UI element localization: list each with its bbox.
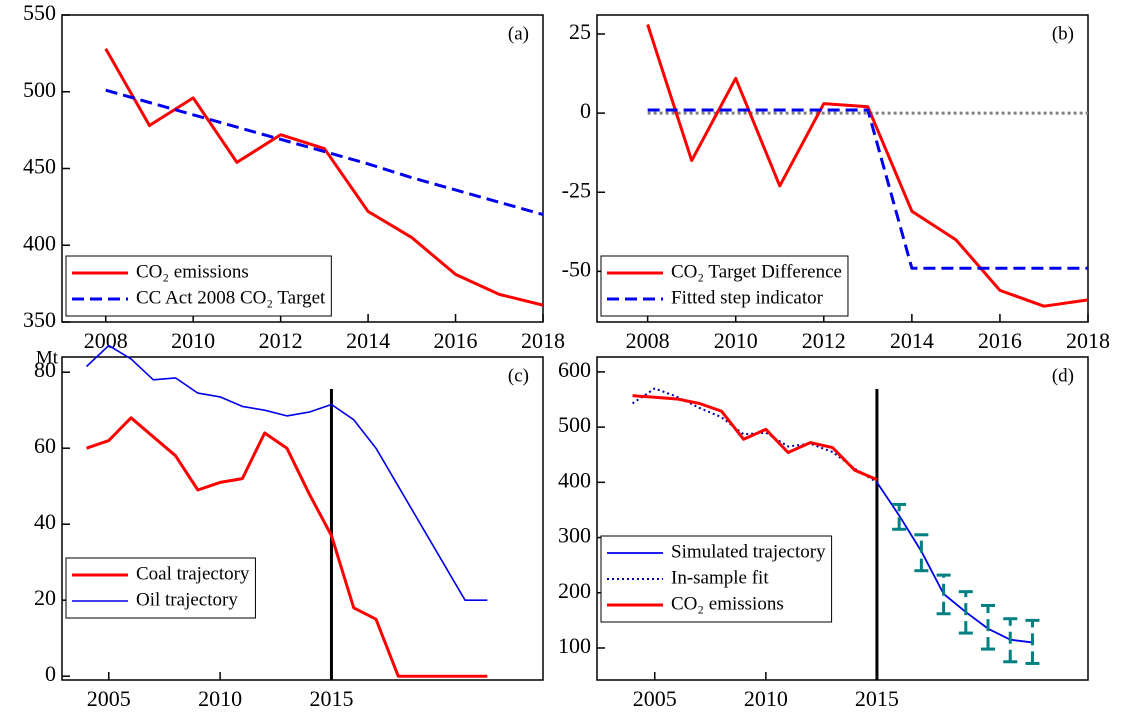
legend-frame [600,535,833,623]
x-tick-label: 2016 [978,328,1022,353]
x-tick-label: 2010 [198,686,242,711]
panel: 2005 2010 2015 100 200 300 400 500 600 (d) [558,356,1089,711]
panel: 2008 2010 2012 2014 2016 2018350400450500550(… [23,0,565,353]
plot-frame [596,356,1089,681]
x-tick-label: 2008 [626,328,670,353]
series-line [632,394,878,481]
legend: Simulated trajectory In-sample fit CO₂ emi… [600,535,833,623]
series-line [876,481,1033,644]
y-tick-label: 20 [34,585,56,610]
legend-label: Fitted step indicator [671,287,824,308]
x-tick-label: 2015 [309,686,353,711]
y-tick-label: 0 [45,661,56,686]
y-tick-label: -50 [562,256,591,281]
y-tick-label: 300 [558,523,591,548]
x-tick-label: 2010 [171,328,215,353]
legend: CO₂ emissions CC Act 2008 CO₂ Target [65,255,332,317]
x-tick-label: 2014 [890,328,934,353]
x-tick-label: 2016 [434,328,478,353]
legend-label: In-sample fit [671,567,769,588]
series-line [646,24,1089,308]
legend: CO₂ Target Difference Fitted step indicat… [600,255,849,317]
x-tick-label: 2018 [521,328,565,353]
series-line [631,387,878,484]
plot-frame [61,356,544,681]
legend-frame [600,255,849,317]
x-tick-label: 2012 [802,328,846,353]
series-line [647,108,1088,270]
legend-label: CC Act 2008 CO₂ Target [136,287,326,308]
legend-frame [65,557,256,619]
y-tick-label: 25 [569,19,591,44]
y-tick-label: 350 [23,307,56,332]
x-tick-label: 2005 [633,686,677,711]
x-tick-label: 2015 [855,686,899,711]
x-tick-label: 2010 [744,686,788,711]
legend-label: CO₂ Target Difference [671,261,842,282]
y-tick-label: 200 [558,578,591,603]
y-tick-label: 500 [558,412,591,437]
legend-label: CO₂ emissions [136,261,249,282]
panel-label: (b) [1052,23,1074,44]
x-tick-label: 2005 [87,686,131,711]
legend-label: Simulated trajectory [671,541,826,562]
y-axis-label: Mt [36,347,59,368]
panel-label: (d) [1052,365,1074,386]
legend: Coal trajectory Oil trajectory [65,557,256,619]
x-tick-label: 2018 [1066,328,1110,353]
legend-label: Coal trajectory [136,563,250,584]
y-tick-label: 60 [34,433,56,458]
y-tick-label: 80 [34,357,56,382]
x-tick-label: 2014 [346,328,390,353]
y-tick-label: 100 [558,633,591,658]
legend-frame [65,255,332,317]
y-tick-label: 500 [23,77,56,102]
legend-label: Oil trajectory [136,589,238,610]
series-line [104,48,544,307]
panel: 2008 2010 2012 2014 2016 2018 -50 -25 0 25 (b) [562,14,1110,353]
legend-label: CO₂ emissions [671,593,784,614]
y-tick-label: 0 [580,98,591,123]
series-line [86,416,488,678]
y-tick-label: 400 [23,230,56,255]
series-line [85,344,488,601]
y-tick-label: 600 [558,357,591,382]
panel-label: (c) [508,365,529,386]
y-tick-label: 450 [23,154,56,179]
y-tick-label: 400 [558,467,591,492]
panel: 2005 2010 2015 0 20 40 60 80 (c) Mt [34,344,544,711]
series-line [105,88,544,216]
x-tick-label: 2010 [714,328,758,353]
panel-label: (a) [508,23,529,44]
y-tick-label: 550 [23,0,56,25]
y-tick-label: -25 [562,177,591,202]
x-tick-label: 2012 [259,328,303,353]
y-tick-label: 40 [34,509,56,534]
plot-frame [596,14,1089,323]
